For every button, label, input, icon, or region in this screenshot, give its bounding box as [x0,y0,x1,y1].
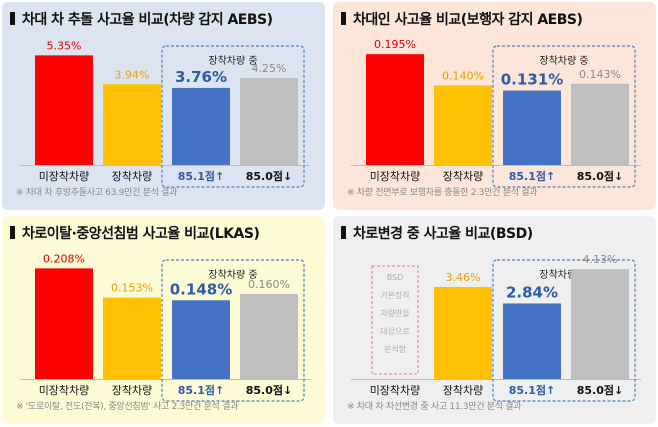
data-label-2: 3.76% [175,68,227,86]
data-label-3: 4.13% [583,253,618,266]
equipped-group-box [492,45,636,188]
category-label-1: 장착차량 [112,384,152,397]
footnote: ※ '도로이탈, 전도(전복), 중앙선침범' 사고 2.3만건 분석 결과 [16,402,239,412]
category-label-3: 85.0점↓ [577,169,623,183]
placeholder-text: 분석함 [384,344,407,354]
category-label-2: 85.1점↑ [509,169,555,183]
equipped-group-box [492,259,636,402]
data-label-2: 0.148% [170,280,232,298]
placeholder-text: 차량만을 [380,308,409,318]
group-box-label: 장착차량 중 [539,55,588,67]
bar-3 [571,83,629,165]
data-label-1: 0.140% [442,69,484,82]
placeholder-text: 대상으로 [380,326,409,336]
bar-1 [434,85,492,165]
data-label-2: 2.84% [506,283,558,301]
bar-3 [240,77,298,165]
bar-2 [503,303,561,379]
title-marker-icon [10,226,15,239]
category-label-0: 미장착차량 [39,384,90,397]
category-label-3: 85.0점↓ [246,169,292,183]
footnote: ※ 차대 차 후방추돌사고 63.9만건 분석 결과 [16,188,178,198]
bar-3 [240,293,298,379]
panel-title-text: 차대인 사고율 비교(보행자 감지 AEBS) [353,12,583,28]
bar-2 [172,87,230,165]
placeholder-text: 기본장착 [380,290,410,300]
bar-2 [172,300,230,379]
panel-title: 차로변경 중 사고율 비교(BSD) [341,223,533,243]
category-label-3: 85.0점↓ [577,383,623,397]
title-marker-icon [341,226,346,239]
panel-aebs-vehicle: 차대 차 추돌 사고율 비교(차량 감지 AEBS) 장착차량 중 5.35% 미장… [2,2,325,210]
bar-chart: 장착차량 중 0.208% 미장착차량 0.153% 장착차량 0.148% 85.1점↑ 0… [20,252,310,402]
footnote: ※ 차대 차 차선변경 중 사고 11.3만건 분석 결과 [347,402,522,412]
bar-2 [503,90,561,165]
placeholder-text: BSD [387,273,404,282]
title-marker-icon [10,12,15,25]
bar-1 [103,297,161,379]
data-label-0: 0.208% [43,252,85,265]
data-label-1: 0.153% [111,282,153,295]
category-label-2: 85.1점↑ [509,383,555,397]
placeholder-box [371,265,419,375]
panel-title-text: 차로변경 중 사고율 비교(BSD) [353,226,533,242]
category-label-2: 85.1점↑ [178,383,224,397]
panel-title: 차대인 사고율 비교(보행자 감지 AEBS) [341,9,583,29]
data-label-1: 3.46% [446,271,481,284]
panel-bsd: 차로변경 중 사고율 비교(BSD) 장착차량 중 BSD 기본장착 차량만을 대상으로… [333,216,656,424]
bar-1 [103,84,161,165]
panel-aebs-pedestrian: 차대인 사고율 비교(보행자 감지 AEBS) 장착차량 중 0.195% 미장착차… [333,2,656,210]
bar-3 [571,269,629,379]
data-label-0: 5.35% [47,39,82,52]
category-label-0: 미장착차량 [370,384,421,397]
bar-chart: 장착차량 중 0.195% 미장착차량 0.140% 장착차량 0.131% 85.1점↑ 0… [351,38,641,188]
category-label-3: 85.0점↓ [246,383,292,397]
panel-title-text: 차로이탈·중앙선침범 사고율 비교(LKAS) [22,226,260,242]
category-label-1: 장착차량 [112,170,152,183]
data-label-3: 0.143% [579,68,621,81]
group-box-label: 장착차량 중 [208,269,257,281]
data-label-0: 0.195% [374,38,416,51]
data-label-3: 0.160% [248,278,290,291]
equipped-group-box [161,259,305,402]
category-label-1: 장착차량 [443,384,483,397]
footnote: ※ 차량 전면부로 보행자를 충돌한 2.3만건 분석 결과 [347,188,538,198]
bar-0 [35,268,93,379]
panel-title-text: 차대 차 추돌 사고율 비교(차량 감지 AEBS) [22,12,273,28]
data-label-1: 3.94% [115,68,150,81]
bar-0 [366,54,424,165]
title-marker-icon [341,12,346,25]
data-label-3: 4.25% [252,62,287,75]
category-label-1: 장착차량 [443,170,483,183]
data-label-2: 0.131% [501,71,563,89]
panel-title: 차대 차 추돌 사고율 비교(차량 감지 AEBS) [10,9,273,29]
group-box-label: 장착차량 중 [208,55,257,67]
bar-chart: 장착차량 중BSD기본장착차량만을대상으로분석함미장착차량3.46%장착차량2.… [351,253,641,402]
panel-lkas: 차로이탈·중앙선침범 사고율 비교(LKAS) 장착차량 중 0.208% 미장착차… [2,216,325,424]
bar-0 [35,55,93,165]
category-label-2: 85.1점↑ [178,169,224,183]
bar-chart: 장착차량 중 5.35% 미장착차량 3.94% 장착차량 3.76% 85.1점↑ 4.25… [20,39,310,188]
equipped-group-box [161,45,305,188]
category-label-0: 미장착차량 [39,170,90,183]
bar-1 [434,286,492,379]
panel-title: 차로이탈·중앙선침범 사고율 비교(LKAS) [10,223,260,243]
category-label-0: 미장착차량 [370,170,421,183]
